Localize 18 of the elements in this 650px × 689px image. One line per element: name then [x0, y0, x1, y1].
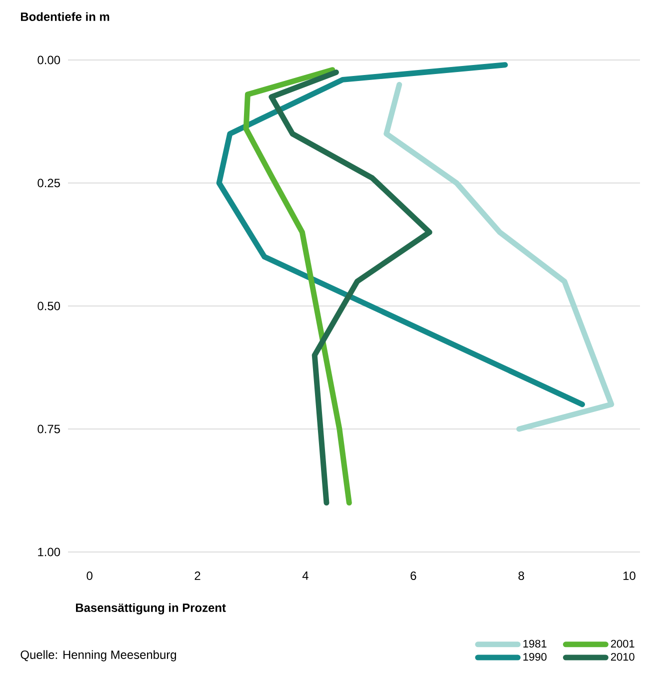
x-tick-label: 0	[86, 572, 92, 580]
x-tick-label: 4	[302, 572, 308, 580]
x-tick-label: 6	[410, 572, 416, 580]
x-axis-title: Basensättigung in Prozent	[76, 603, 226, 614]
legend-label: 1981	[523, 640, 546, 648]
x-tick-label: 10	[623, 572, 636, 580]
x-tick-label: 8	[518, 572, 524, 580]
y-tick-label: 1.00	[38, 548, 60, 556]
source-note: Quelle: Henning Meesenburg	[20, 650, 176, 662]
legend-label: 1990	[523, 652, 547, 661]
y-tick-label: 0.50	[38, 302, 60, 310]
y-tick-label: 0.75	[38, 424, 60, 434]
x-tick-label: 2	[194, 572, 200, 580]
legend-label: 2010	[610, 652, 634, 661]
y-axis-title: Bodentiefe in m	[20, 12, 110, 21]
y-tick-label: 0.25	[38, 178, 60, 188]
legend-label: 2001	[610, 640, 634, 648]
y-tick-label: 0.00	[38, 56, 60, 64]
